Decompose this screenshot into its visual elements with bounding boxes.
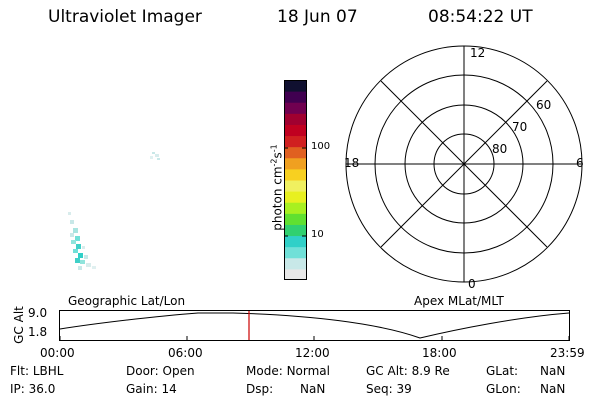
colorbar-swatch — [284, 124, 307, 137]
colorbar-swatch — [284, 213, 307, 225]
dsp-value: NaN — [300, 382, 326, 396]
glat-value: NaN — [540, 364, 566, 378]
mlt-label-0: 0 — [468, 277, 476, 291]
lat-label-60: 60 — [536, 98, 551, 112]
glon-value: NaN — [540, 382, 566, 396]
door-field: Door: Open — [126, 364, 195, 378]
colorbar-swatch — [284, 135, 307, 148]
aurora-patch-lower — [68, 212, 96, 270]
colorbar-axis-label: photon cm-2s-1 — [269, 144, 285, 231]
colorbar-swatch — [284, 146, 307, 159]
timeline-plot — [59, 310, 570, 341]
colorbar-swatch — [284, 168, 307, 181]
timeline-axis-label: GC Alt — [12, 306, 26, 344]
polar-plot: 12 18 6 0 60 70 80 — [344, 45, 584, 291]
dsp-label: Dsp: — [246, 382, 274, 396]
glon-label: GLon: — [486, 382, 521, 396]
altitude-curve — [59, 312, 570, 339]
x-tick-2359: 23:59 — [550, 346, 585, 360]
colorbar-swatch — [284, 102, 307, 114]
mode-field: Mode: Normal — [246, 364, 330, 378]
timeline-y-bottom: 1.8 — [28, 325, 48, 339]
colorbar-swatch — [284, 180, 307, 192]
geographic-image — [68, 152, 160, 270]
colorbar-swatch — [284, 257, 307, 270]
x-tick-1200: 12:00 — [295, 346, 330, 360]
colorbar-swatch — [284, 91, 307, 103]
timeline-left-title: Geographic Lat/Lon — [68, 294, 186, 308]
colorbar-swatch — [284, 268, 307, 280]
x-tick-1800: 18:00 — [422, 346, 457, 360]
instrument-title: Ultraviolet Imager — [48, 7, 202, 27]
colorbar-swatch — [284, 80, 307, 92]
colorbar-swatch — [284, 191, 307, 203]
date-label: 18 Jun 07 — [277, 7, 358, 27]
lat-label-70: 70 — [512, 120, 527, 134]
gain-field: Gain: 14 — [126, 382, 177, 396]
timeline-frame — [59, 310, 570, 341]
x-tick-0600: 06:00 — [168, 346, 203, 360]
time-label: 08:54:22 UT — [428, 7, 533, 27]
mlt-label-12: 12 — [470, 46, 485, 60]
colorbar-swatch — [284, 202, 307, 214]
polar-diagonal-2 — [380, 80, 548, 248]
colorbar-tick-10: 10 — [311, 229, 324, 240]
colorbar — [284, 80, 307, 280]
ip-field: IP: 36.0 — [10, 382, 56, 396]
colorbar-tick-100: 100 — [311, 141, 331, 152]
gc-alt-field: GC Alt: 8.9 Re — [366, 364, 450, 378]
lat-label-80: 80 — [492, 142, 507, 156]
timeline-y-top: 9.0 — [28, 306, 48, 320]
glat-label: GLat: — [486, 364, 519, 378]
timeline-right-title: Apex MLat/MLT — [414, 294, 504, 308]
colorbar-swatch — [284, 235, 307, 248]
colorbar-swatch — [284, 246, 307, 259]
mlt-label-18: 18 — [344, 156, 359, 170]
colorbar-swatch — [284, 157, 307, 170]
x-tick-0000: 00:00 — [40, 346, 75, 360]
flt-field: Flt: LBHL — [10, 364, 64, 378]
colorbar-swatch — [284, 224, 307, 237]
mlt-label-6: 6 — [576, 156, 584, 170]
colorbar-swatch — [284, 113, 307, 125]
seq-field: Seq: 39 — [366, 382, 412, 396]
aurora-patch-upper — [150, 152, 160, 160]
